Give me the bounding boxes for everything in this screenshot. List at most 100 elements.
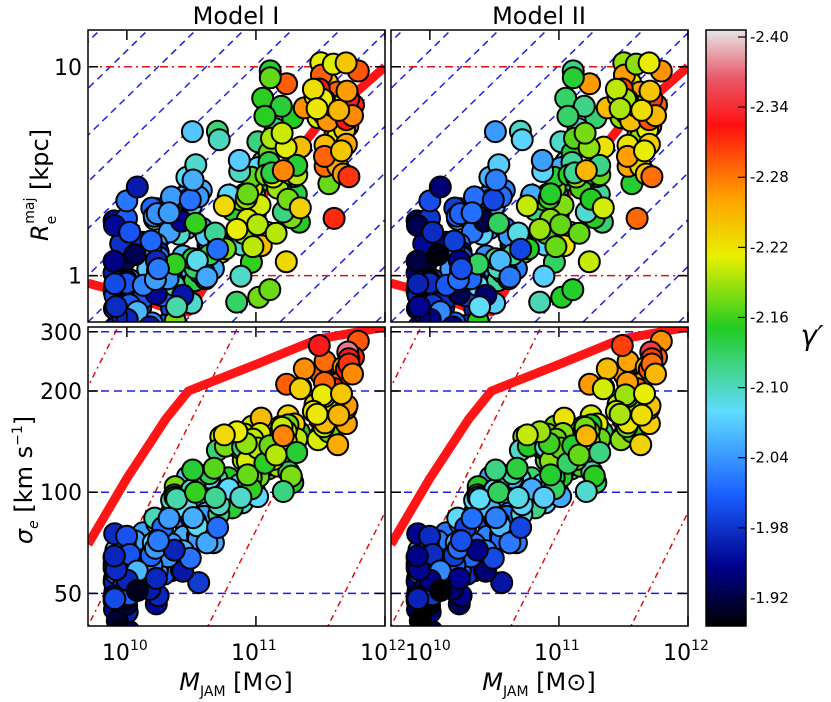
galaxy-point (574, 480, 598, 503)
colorbar-tick-label: -2.10 (750, 379, 789, 397)
galaxy-point (515, 194, 539, 218)
galaxy-point (157, 201, 181, 225)
galaxy-point (567, 443, 591, 467)
panel-0-0 (88, 30, 385, 410)
panel-1-0 (88, 327, 831, 626)
galaxy-point (165, 295, 189, 319)
galaxy-point (539, 182, 563, 206)
guide-line (327, 510, 385, 626)
galaxy-point (270, 121, 294, 145)
galaxy-point (421, 357, 442, 378)
panel-0-1 (391, 30, 688, 403)
colorbar-tick-label: -2.28 (750, 168, 789, 186)
galaxy-point (608, 97, 632, 121)
galaxy-point (604, 77, 628, 101)
galaxy-point (271, 159, 295, 183)
galaxy-point (442, 315, 464, 322)
galaxy-point (206, 516, 230, 539)
panel-title-model-i: Model I (193, 2, 280, 30)
galaxy-point (188, 331, 209, 352)
galaxy-point (161, 378, 182, 399)
galaxy-point (428, 175, 452, 199)
galaxy-point (207, 128, 231, 152)
galaxy-point (426, 243, 450, 267)
galaxy-point (236, 463, 260, 487)
galaxy-point (341, 362, 364, 386)
galaxy-point (118, 357, 139, 378)
galaxy-point (481, 188, 505, 212)
galaxy-point (125, 175, 149, 199)
galaxy-point (229, 264, 253, 288)
galaxy-point (126, 363, 147, 384)
galaxy-point (241, 235, 265, 259)
galaxy-point (187, 571, 211, 595)
galaxy-point (104, 364, 125, 385)
galaxy-point (509, 237, 533, 261)
galaxy-point (577, 250, 601, 274)
galaxy-point (322, 206, 346, 230)
galaxy-point (127, 389, 148, 410)
galaxy-point (567, 221, 591, 245)
y-tick-label: 300 (40, 321, 82, 346)
galaxy-point (407, 333, 428, 354)
galaxy-point (139, 315, 161, 322)
galaxy-point (103, 587, 127, 611)
galaxy-point (334, 51, 358, 75)
galaxy-point (572, 94, 596, 118)
x-tick-label: 1012 (663, 638, 709, 666)
galaxy-point (608, 402, 632, 426)
galaxy-point (258, 278, 282, 302)
galaxy-point (203, 486, 227, 509)
galaxy-point (118, 220, 142, 244)
galaxy-point (184, 480, 207, 504)
galaxy-point (637, 51, 661, 75)
galaxy-point (271, 480, 295, 503)
galaxy-point (487, 480, 510, 504)
galaxy-point (408, 333, 429, 354)
bottom-ylabel: σe [km s−1] (10, 416, 42, 544)
galaxy-point (468, 295, 492, 319)
galaxy-point (212, 194, 236, 218)
galaxy-point (556, 104, 580, 128)
guide-line (88, 30, 197, 137)
galaxy-point (157, 506, 181, 530)
galaxy-point (112, 332, 133, 353)
galaxy-point (528, 290, 552, 314)
galaxy-point (460, 201, 484, 225)
panel-1-1 (391, 327, 688, 626)
galaxy-point (630, 98, 654, 122)
galaxy-point (412, 345, 433, 366)
panel-frame (390, 29, 689, 323)
galaxy-point (405, 544, 429, 568)
galaxy-point (630, 403, 654, 427)
guide-line (88, 327, 119, 389)
galaxy-point (195, 531, 219, 555)
galaxy-point (544, 235, 568, 259)
x-tick-label: 1011 (231, 638, 277, 666)
guide-line (391, 30, 596, 230)
galaxy-point (103, 272, 127, 296)
galaxy-point (181, 506, 205, 530)
galaxy-point (407, 348, 428, 369)
galaxy-point (164, 370, 185, 391)
galaxy-point (428, 382, 449, 403)
galaxy-point (123, 371, 144, 392)
galaxy-point (180, 120, 204, 144)
galaxy-point (625, 206, 649, 230)
guide-line (808, 327, 831, 626)
x-tick-label: 1010 (102, 638, 148, 666)
galaxy-point (165, 487, 189, 511)
galaxy-point (574, 424, 598, 448)
guide-line (88, 30, 149, 90)
galaxy-point (498, 531, 522, 555)
galaxy-point (483, 120, 507, 144)
galaxy-point (426, 371, 447, 392)
colorbar-tick-label: -1.92 (750, 589, 789, 607)
galaxy-point (429, 363, 450, 384)
galaxy-point (225, 217, 249, 241)
galaxy-point (181, 168, 205, 192)
galaxy-point (532, 264, 556, 288)
galaxy-point (629, 433, 653, 457)
